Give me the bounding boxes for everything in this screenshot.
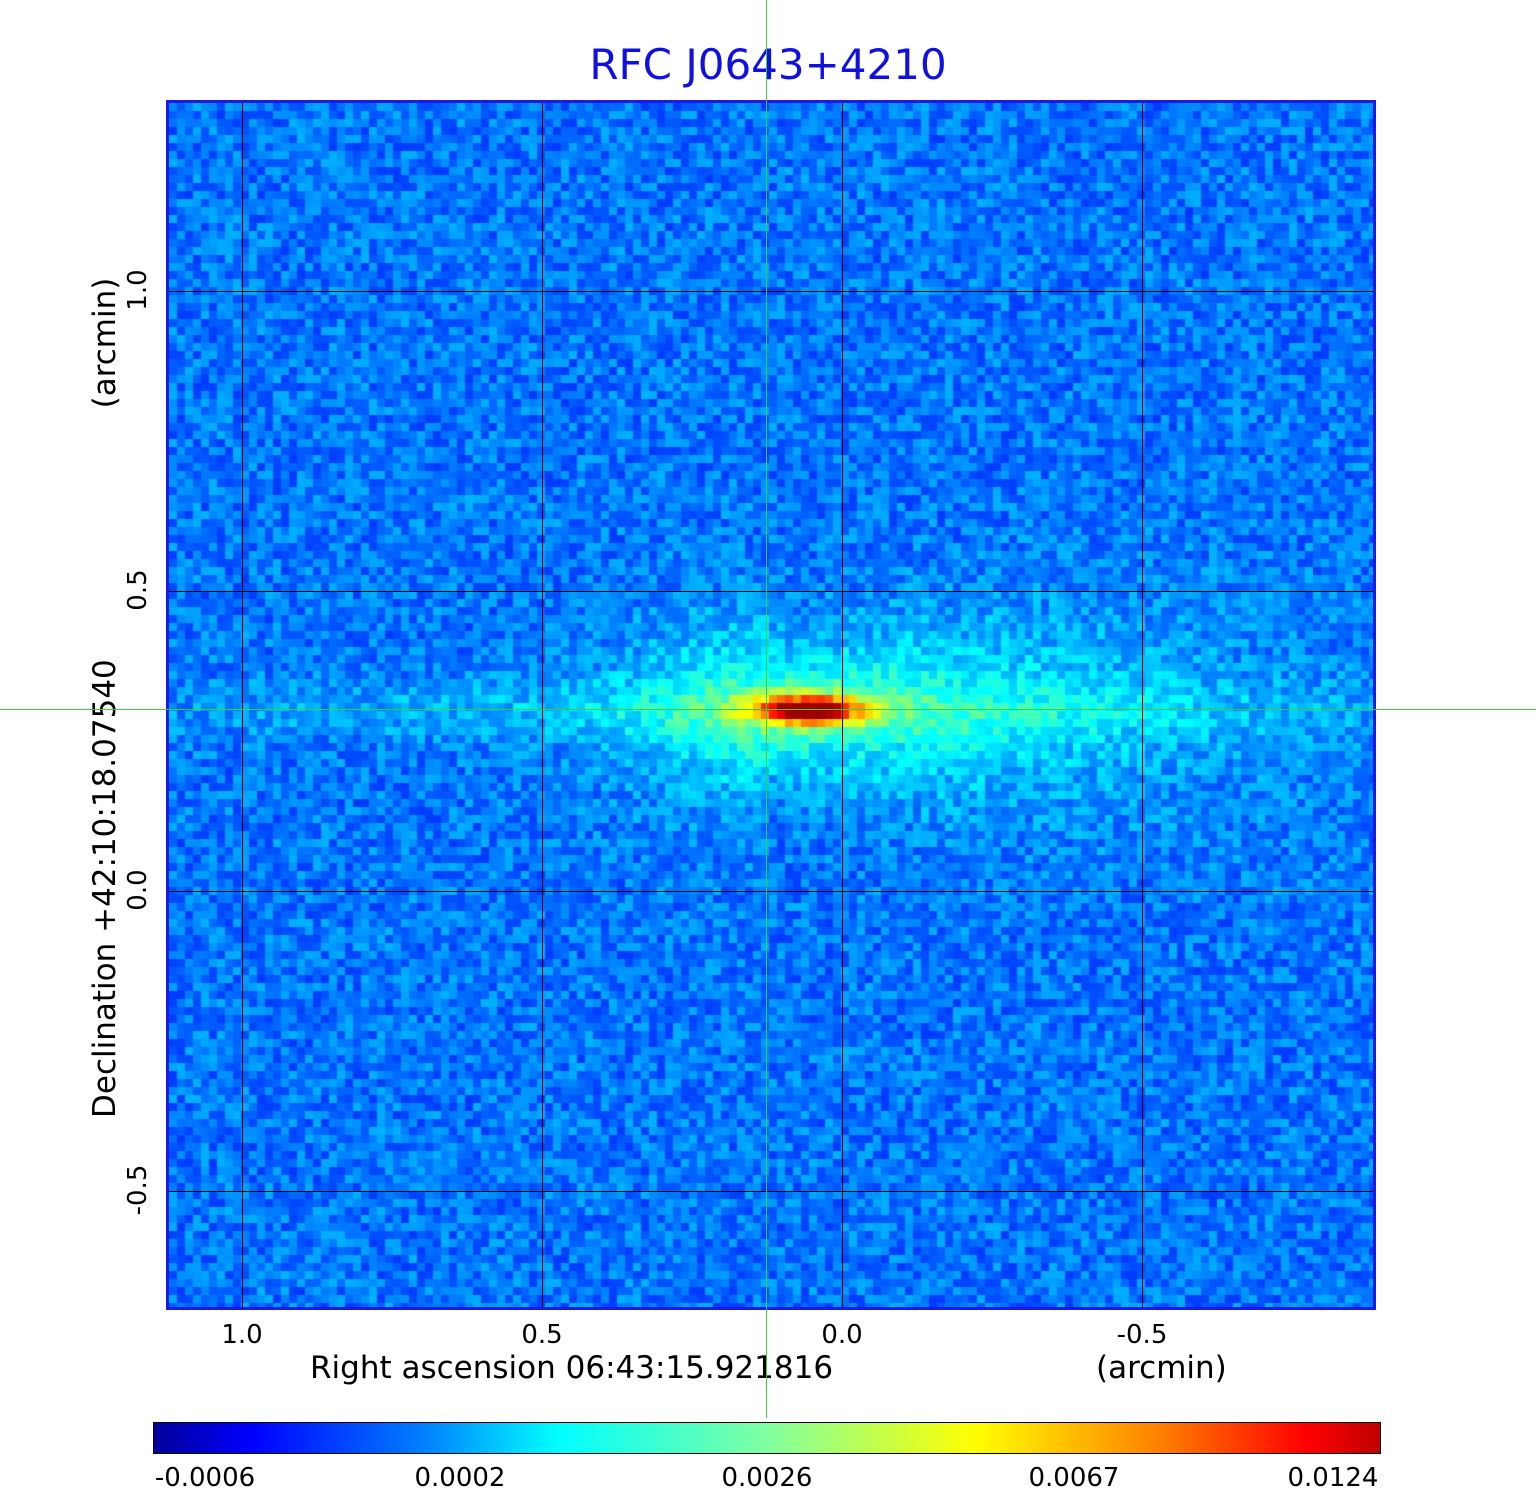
y-tick-label: 0.0 [123, 869, 153, 911]
colorbar-tick-label: 0.0067 [1028, 1463, 1120, 1493]
colorbar-tick-label: -0.0006 [154, 1463, 256, 1493]
y-tick-label: 0.5 [123, 569, 153, 611]
grid-line-y [169, 591, 1373, 592]
x-tick-label: 0.5 [521, 1320, 563, 1350]
x-axis-unit: (arcmin) [1096, 1350, 1227, 1386]
grid-line-x [542, 103, 543, 1307]
chart-title: RFC J0643+4210 [589, 40, 947, 89]
y-tick-label: -0.5 [123, 1164, 153, 1216]
x-tick-label: 1.0 [221, 1320, 263, 1350]
x-tick-label: -0.5 [1116, 1320, 1168, 1350]
colorbar [153, 1422, 1381, 1454]
grid-line-x [242, 103, 243, 1307]
y-axis-unit: (arcmin) [87, 277, 123, 409]
crosshair-horizontal [0, 709, 1536, 710]
plot-area[interactable] [166, 100, 1376, 1310]
grid-line-x [1142, 103, 1143, 1307]
grid-line-y [169, 1191, 1373, 1192]
y-axis-label: Declination +42:10:18.07540 [87, 659, 123, 1118]
y-tick-label: 1.0 [123, 269, 153, 311]
colorbar-tick-label: 0.0124 [1287, 1463, 1379, 1493]
x-tick-label: 0.0 [821, 1320, 863, 1350]
colorbar-tick-label: 0.0002 [414, 1463, 506, 1493]
colorbar-tick-label: 0.0026 [721, 1463, 813, 1493]
grid-line-y [169, 891, 1373, 892]
grid-line-y [169, 291, 1373, 292]
x-axis-label: Right ascension 06:43:15.921816 [310, 1350, 834, 1386]
sky-image-heatmap [169, 103, 1373, 1307]
grid-line-x [842, 103, 843, 1307]
